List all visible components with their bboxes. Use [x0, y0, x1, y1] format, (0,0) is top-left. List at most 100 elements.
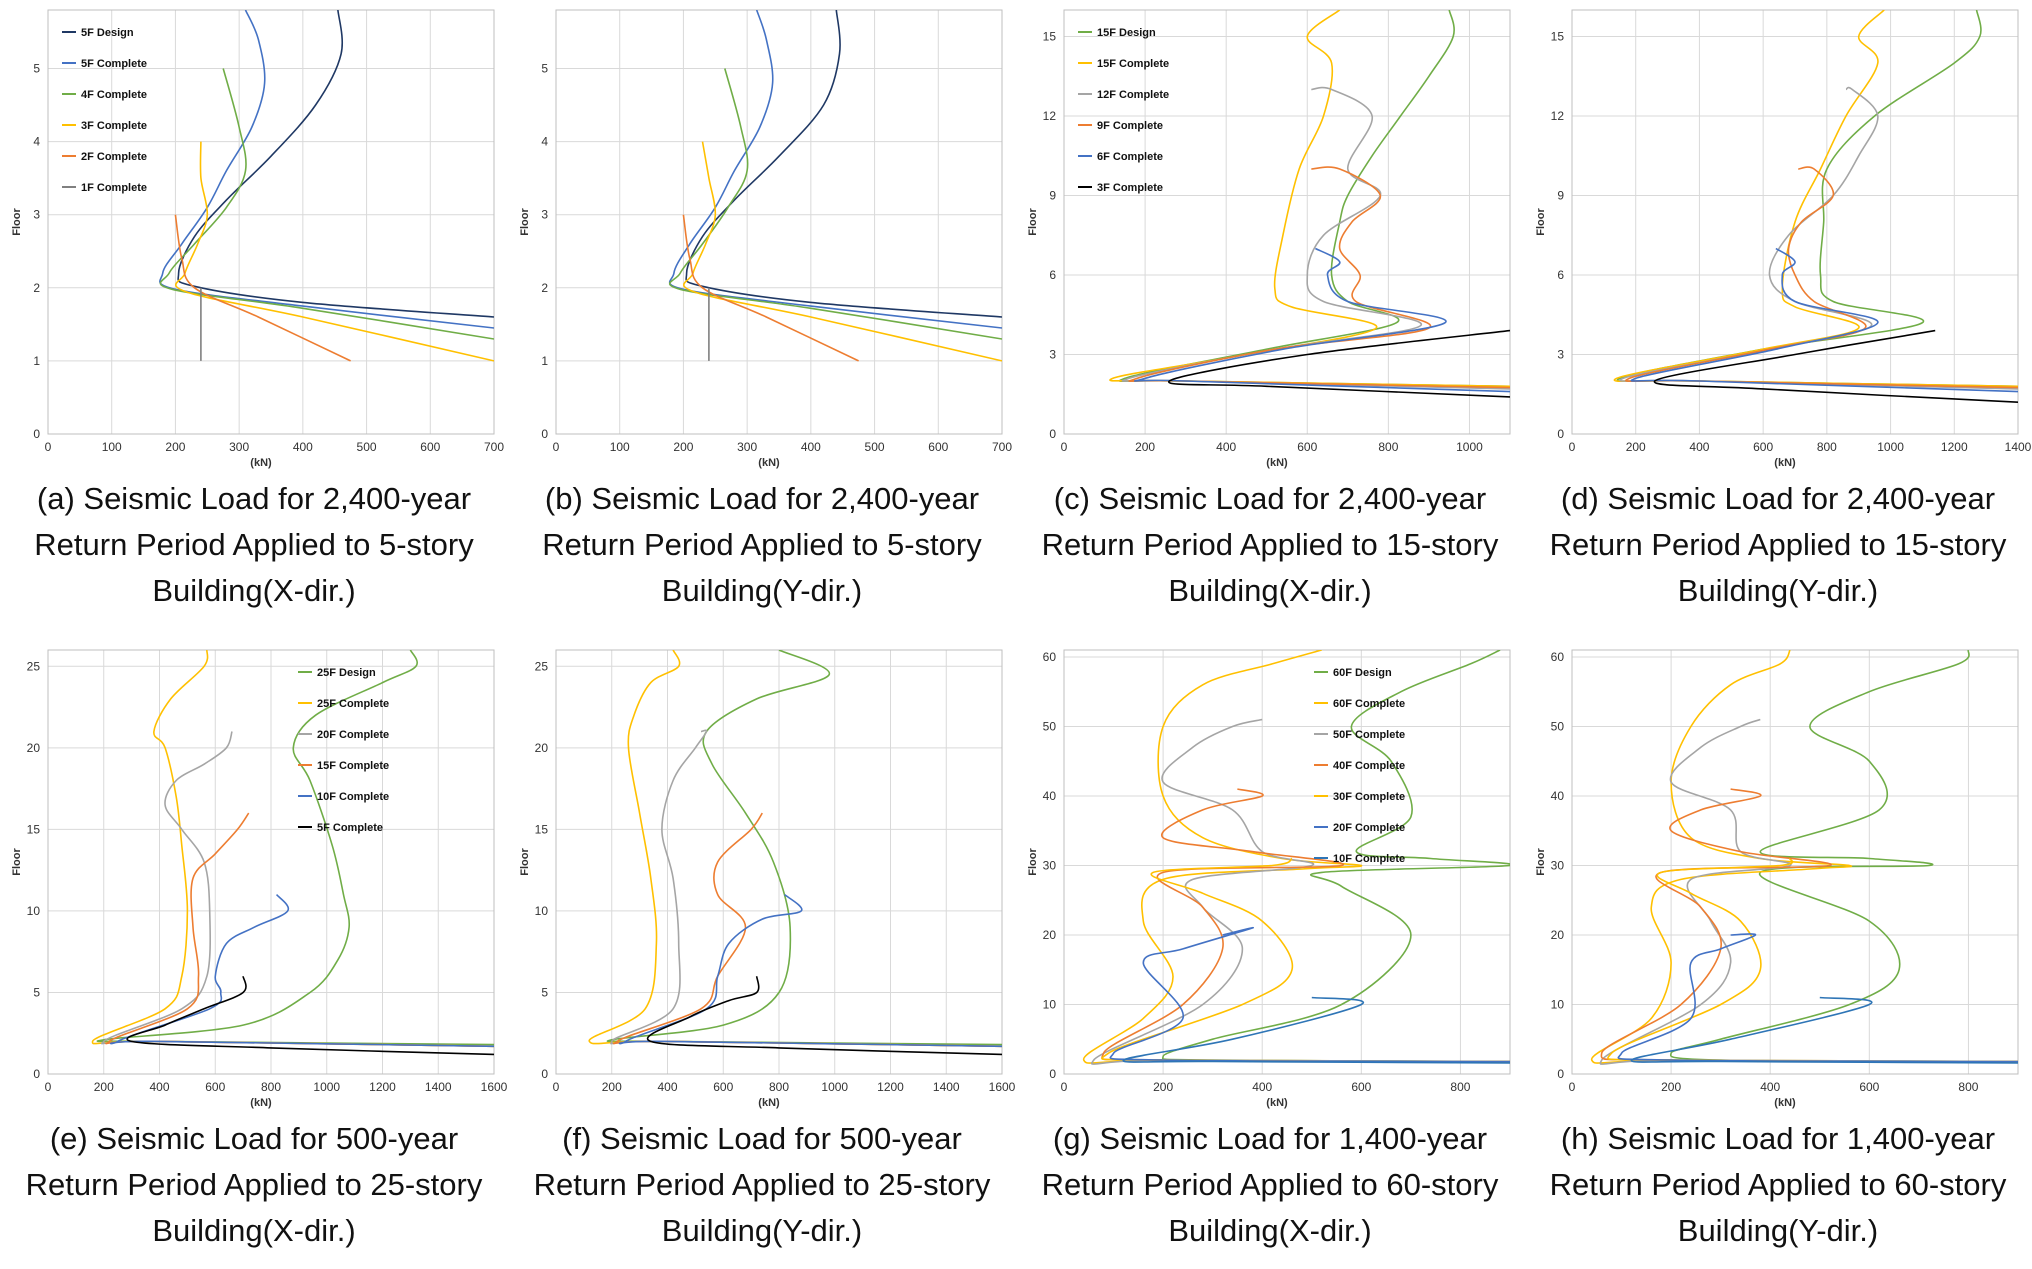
- x-tick-label: 400: [1760, 1080, 1780, 1094]
- x-tick-label: 200: [602, 1080, 622, 1094]
- y-tick-label: 15: [535, 822, 549, 836]
- series-line-15f-complete: [1109, 10, 1510, 388]
- y-axis-label: Floor: [519, 848, 531, 876]
- x-tick-label: 0: [1061, 1080, 1068, 1094]
- y-tick-label: 50: [1043, 719, 1057, 733]
- caption-line: (h) Seismic Load for 1,400-year: [1560, 1121, 1996, 1156]
- chart-panel-7: 0 200 400 600 800 0 10 20 30 40 50 60 (kN) Floor 60F D…: [1016, 640, 1524, 1269]
- x-tick-label: 400: [801, 440, 821, 454]
- x-axis-label: (kN): [1266, 457, 1288, 469]
- caption-line: Building(X-dir.): [1168, 573, 1372, 608]
- caption-line: Building(X-dir.): [152, 573, 356, 608]
- series-line-10f-complete: [1122, 996, 1510, 1064]
- y-tick-label: 12: [1551, 109, 1565, 123]
- y-tick-label: 2: [33, 281, 40, 295]
- y-tick-label: 20: [1551, 928, 1565, 942]
- legend-label: 12F Complete: [1097, 89, 1169, 101]
- chart-2: 0 100 200 300 400 500 600 700 0 1 2 3 4 5 (kN) Floor: [519, 9, 1012, 469]
- legend-label: 20F Complete: [1333, 822, 1405, 834]
- x-tick-label: 600: [928, 440, 948, 454]
- caption-line: Return Period Applied to 25-story: [533, 1167, 991, 1202]
- series-line-3f-complete: [1168, 329, 1510, 398]
- x-tick-label: 400: [149, 1080, 169, 1094]
- series-line-5f-complete: [668, 10, 1002, 329]
- chart-7: 0 200 400 600 800 0 10 20 30 40 50 60 (kN) Floor 60F D…: [1027, 649, 1511, 1109]
- plot-frame: [1571, 9, 2019, 435]
- x-tick-label: 1000: [313, 1080, 340, 1094]
- x-tick-label: 200: [94, 1080, 114, 1094]
- y-tick-label: 10: [1551, 997, 1565, 1011]
- legend-label: 50F Complete: [1333, 729, 1405, 741]
- series-line-50f-complete: [1599, 718, 2018, 1065]
- caption-line: (c) Seismic Load for 2,400-year: [1053, 481, 1487, 516]
- x-tick-label: 0: [45, 1080, 52, 1094]
- y-tick-label: 0: [1049, 427, 1056, 441]
- chart-panel-5: 0 200 400 600 800 1000 1200 1400 1600 0 5 10 15 20 25 (…: [0, 640, 508, 1269]
- x-axis-label: (kN): [1266, 1097, 1288, 1109]
- x-axis-label: (kN): [250, 1097, 272, 1109]
- x-tick-label: 100: [610, 440, 630, 454]
- y-tick-label: 0: [541, 1067, 548, 1081]
- x-tick-label: 1000: [1456, 440, 1483, 454]
- series-line-15f-design: [1616, 10, 2018, 388]
- y-tick-label: 50: [1551, 719, 1565, 733]
- series-line-5f-complete: [126, 976, 494, 1056]
- legend-label: 5F Design: [81, 27, 134, 39]
- caption-line: Return Period Applied to 25-story: [25, 1167, 483, 1202]
- legend-label: 40F Complete: [1333, 760, 1405, 772]
- series-line-10f-complete: [618, 893, 1002, 1048]
- series-line-60f-design: [1161, 650, 1510, 1063]
- plot-frame: [47, 9, 495, 435]
- y-tick-label: 40: [1043, 789, 1057, 803]
- legend-label: 15F Complete: [1097, 58, 1169, 70]
- series-line-25f-complete: [588, 650, 1002, 1048]
- legend-label: 25F Complete: [317, 698, 389, 710]
- caption-line: Building(X-dir.): [152, 1213, 356, 1248]
- y-tick-label: 5: [541, 985, 548, 999]
- x-tick-label: 0: [1569, 1080, 1576, 1094]
- y-tick-label: 5: [33, 61, 40, 75]
- x-tick-label: 800: [1817, 440, 1837, 454]
- x-tick-label: 1200: [877, 1080, 904, 1094]
- y-tick-label: 2: [541, 281, 548, 295]
- series-line-3f-complete: [174, 141, 494, 362]
- series-line-30f-complete: [1607, 857, 2018, 1063]
- y-tick-label: 5: [33, 985, 40, 999]
- x-tick-label: 1200: [1941, 440, 1968, 454]
- x-tick-label: 1400: [2005, 440, 2032, 454]
- y-tick-label: 4: [541, 135, 548, 149]
- series-line-60f-design: [1669, 650, 2018, 1063]
- x-tick-label: 1600: [481, 1080, 508, 1094]
- series-line-5f-complete: [646, 976, 1002, 1056]
- y-axis-label: Floor: [1027, 208, 1039, 236]
- caption-line: (e) Seismic Load for 500-year: [49, 1121, 459, 1156]
- legend-label: 10F Complete: [1333, 853, 1405, 865]
- x-tick-label: 400: [293, 440, 313, 454]
- chart-caption: (e) Seismic Load for 500-year Return Peri…: [0, 1116, 508, 1254]
- legend-label: 4F Complete: [81, 89, 147, 101]
- x-tick-label: 600: [420, 440, 440, 454]
- series-line-5f-design: [177, 10, 494, 318]
- x-tick-label: 0: [45, 440, 52, 454]
- plot-frame: [555, 9, 1003, 435]
- caption-line: (g) Seismic Load for 1,400-year: [1052, 1121, 1488, 1156]
- x-tick-label: 600: [1859, 1080, 1879, 1094]
- y-tick-label: 10: [535, 904, 549, 918]
- series-line-20f-complete: [101, 731, 494, 1048]
- x-tick-label: 300: [737, 440, 757, 454]
- series-line-5f-design: [685, 10, 1002, 318]
- series-line-25f-design: [96, 650, 494, 1046]
- series-line-20f-complete: [1109, 926, 1510, 1063]
- chart-3: 0 200 400 600 800 1000 0 3 6 9 12 15 (kN) Floor 15F De…: [1027, 9, 1511, 469]
- chart-caption: (d) Seismic Load for 2,400-year Return Pe…: [1524, 476, 2032, 614]
- series-line-5f-complete: [159, 10, 494, 329]
- series-line-25f-design: [606, 650, 1002, 1046]
- y-tick-label: 6: [1049, 268, 1056, 282]
- caption-line: Return Period Applied to 15-story: [1549, 527, 2007, 562]
- y-tick-label: 0: [1049, 1067, 1056, 1081]
- x-tick-label: 400: [1252, 1080, 1272, 1094]
- caption-line: Building(X-dir.): [1168, 1213, 1372, 1248]
- x-tick-label: 600: [1297, 440, 1317, 454]
- x-tick-label: 1400: [933, 1080, 960, 1094]
- x-tick-label: 500: [357, 440, 377, 454]
